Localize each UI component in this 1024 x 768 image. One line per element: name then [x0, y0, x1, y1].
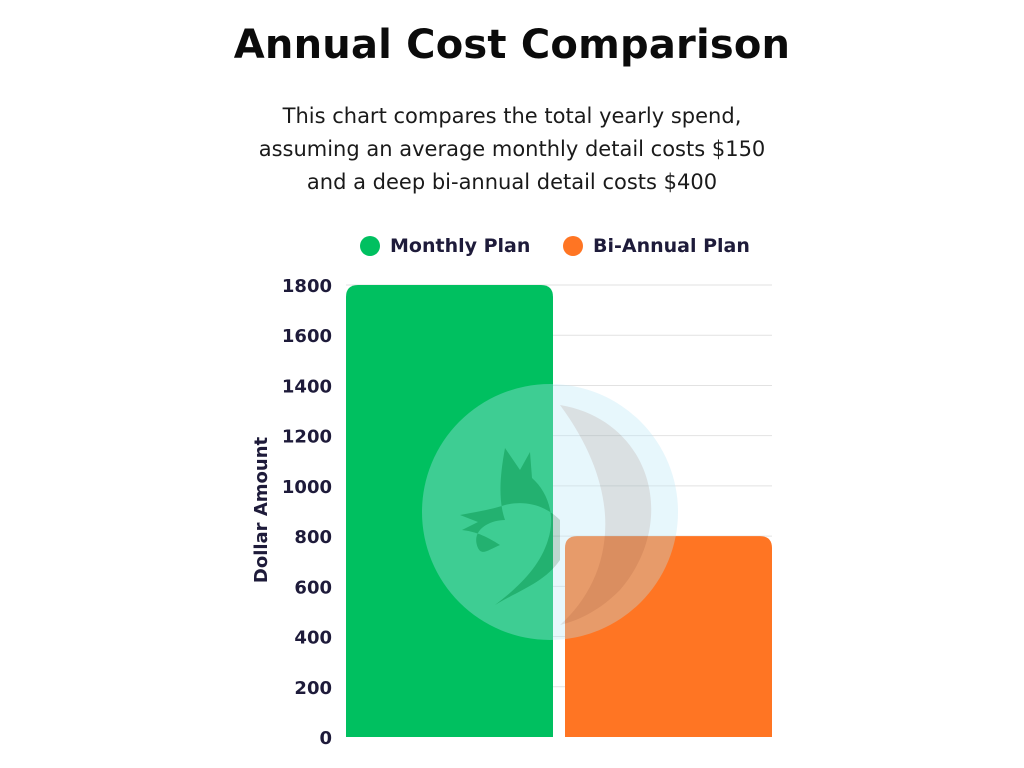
bar-monthly-plan — [346, 285, 553, 737]
y-tick-label: 1800 — [282, 276, 332, 297]
y-tick-label: 1000 — [282, 477, 332, 498]
y-tick-label: 1600 — [282, 326, 332, 347]
legend-swatch — [563, 236, 583, 256]
y-tick-label: 0 — [319, 728, 332, 749]
y-tick-label: 1400 — [282, 376, 332, 397]
y-tick-label: 600 — [294, 577, 332, 598]
chart-title: Annual Cost Comparison — [233, 22, 791, 68]
y-tick-label: 200 — [294, 678, 332, 699]
y-axis-ticks: 0 200 400 600 800 1000 1200 1400 1600 1800 — [282, 276, 332, 749]
legend-swatch — [360, 236, 380, 256]
chart-subtitle: This chart compares the total yearly spe… — [200, 100, 824, 199]
y-axis-label: Dollar Amount — [251, 436, 272, 583]
legend-label: Monthly Plan — [390, 235, 530, 257]
subtitle-line-2: assuming an average monthly detail costs… — [258, 137, 766, 161]
bar-bi-annual-plan — [565, 536, 772, 737]
legend-label: Bi-Annual Plan — [593, 235, 750, 257]
y-tick-label: 800 — [294, 527, 332, 548]
watermark-crescent — [560, 405, 652, 625]
legend: Monthly Plan Bi-Annual Plan — [360, 235, 750, 257]
subtitle-line-1: This chart compares the total yearly spe… — [282, 104, 742, 128]
dragon-logo-watermark — [422, 384, 678, 640]
subtitle-line-3: and a deep bi-annual detail costs $400 — [306, 170, 718, 194]
bars — [346, 285, 772, 737]
dragon-icon — [460, 448, 560, 605]
y-tick-label: 1200 — [282, 427, 332, 448]
y-tick-label: 400 — [294, 628, 332, 649]
watermark-circle — [422, 384, 678, 640]
